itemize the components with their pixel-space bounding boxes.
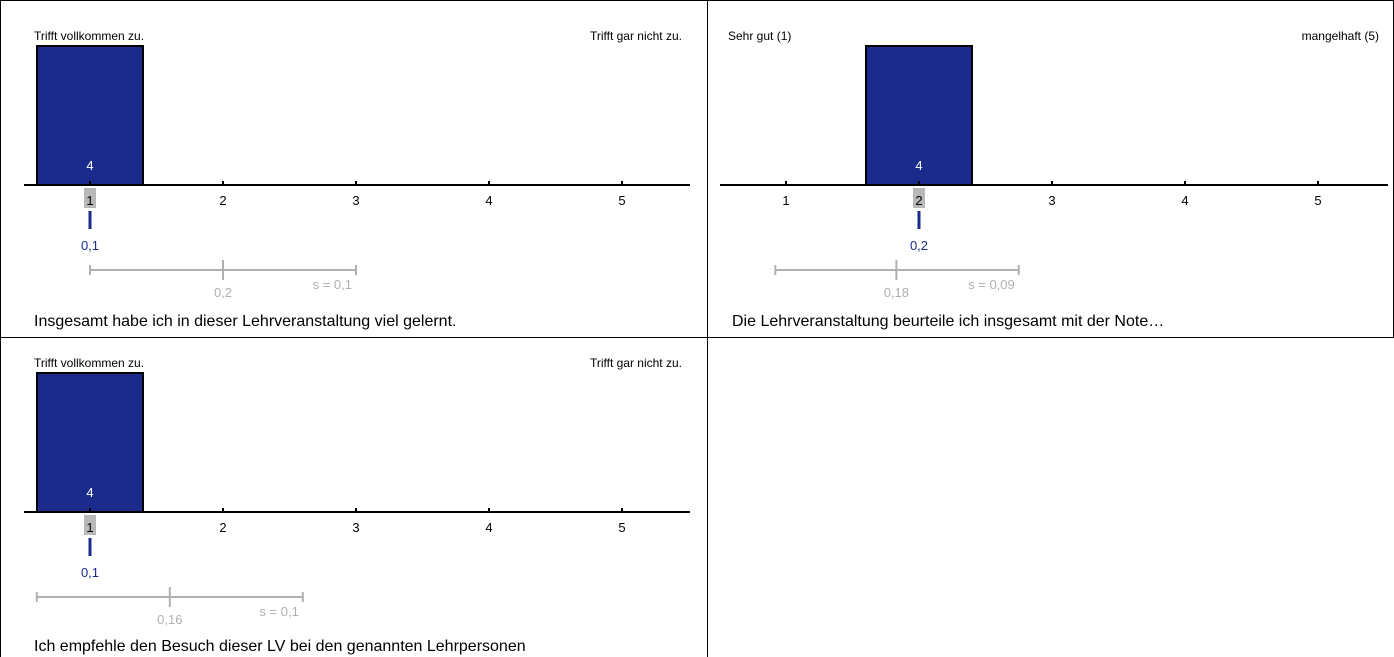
bar-2: [865, 45, 973, 186]
x-tick-label: 5: [618, 520, 625, 535]
question-text: Die Lehrveranstaltung beurteile ich insg…: [732, 313, 1164, 330]
mean-label: 0,1: [81, 238, 99, 253]
empty-cell: [708, 338, 1394, 657]
chart-panel-grade: Sehr gut (1) mangelhaft (5) 4 1 2 3 4 5 0,2 0,18 s…: [708, 0, 1394, 338]
spread-s-label: s = 0,1: [259, 604, 298, 619]
question-text: Insgesamt habe ich in dieser Lehrveranst…: [34, 313, 456, 330]
spread-s-label: s = 0,1: [313, 277, 352, 292]
x-tick-label: 4: [485, 520, 492, 535]
chart-panel-recommend: Trifft vollkommen zu. Trifft gar nicht zu…: [0, 338, 708, 657]
bar-1: [36, 372, 144, 513]
mean-label: 0,1: [81, 565, 99, 580]
x-tick-label: 2: [219, 520, 226, 535]
spread-mid-label: 0,18: [884, 285, 909, 300]
question-text: Ich empfehle den Besuch dieser LV bei de…: [34, 638, 526, 655]
x-tick-label: 4: [485, 193, 492, 208]
scale-left-label: Trifft vollkommen zu.: [34, 356, 144, 370]
chart-svg-grade: Sehr gut (1) mangelhaft (5) 4 1 2 3 4 5 0,2 0,18 s…: [720, 29, 1388, 330]
x-tick-label: 2: [915, 193, 922, 208]
chart-panel-learned: Trifft vollkommen zu. Trifft gar nicht zu…: [0, 0, 708, 338]
mean-label: 0,2: [910, 238, 928, 253]
bar-value-label: 4: [86, 485, 93, 500]
scale-right-label: mangelhaft (5): [1302, 29, 1379, 43]
bar-1: [36, 45, 144, 186]
frame-middle-vertical: [707, 0, 708, 657]
frame-top: [0, 0, 1394, 1]
frame-left: [0, 0, 1, 657]
scale-right-label: Trifft gar nicht zu.: [590, 29, 682, 43]
bar-value-label: 4: [86, 158, 93, 173]
chart-svg-learned: Trifft vollkommen zu. Trifft gar nicht zu…: [24, 29, 690, 330]
x-tick-label: 5: [618, 193, 625, 208]
chart-svg-recommend: Trifft vollkommen zu. Trifft gar nicht zu…: [24, 356, 690, 655]
x-tick-label: 3: [1048, 193, 1055, 208]
x-tick-label: 1: [86, 520, 93, 535]
x-tick-label: 3: [352, 520, 359, 535]
x-tick-label: 2: [219, 193, 226, 208]
x-tick-label: 1: [86, 193, 93, 208]
x-tick-label: 4: [1181, 193, 1188, 208]
scale-left-label: Sehr gut (1): [728, 29, 791, 43]
scale-right-label: Trifft gar nicht zu.: [590, 356, 682, 370]
x-tick-label: 3: [352, 193, 359, 208]
x-tick-label: 5: [1314, 193, 1321, 208]
spread-mid-label: 0,2: [214, 285, 232, 300]
spread-s-label: s = 0,09: [968, 277, 1015, 292]
scale-left-label: Trifft vollkommen zu.: [34, 29, 144, 43]
highlight-category-box: [84, 515, 96, 535]
highlight-category-box: [84, 188, 96, 208]
bar-value-label: 4: [915, 158, 922, 173]
frame-middle-horizontal: [0, 337, 1394, 338]
x-tick-label: 1: [782, 193, 789, 208]
highlight-category-box: [913, 188, 925, 208]
spread-mid-label: 0,16: [157, 612, 182, 627]
